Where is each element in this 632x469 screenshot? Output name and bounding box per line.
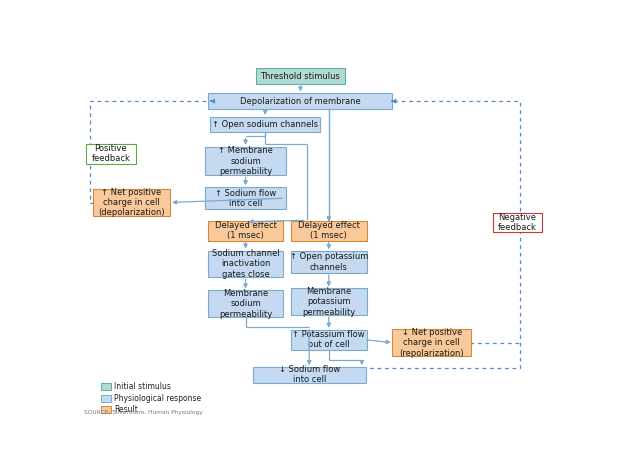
Text: SOURCE: Silverthorn, Human Physiology: SOURCE: Silverthorn, Human Physiology bbox=[84, 410, 203, 415]
FancyBboxPatch shape bbox=[209, 93, 392, 109]
Text: Membrane
sodium
permeability: Membrane sodium permeability bbox=[219, 289, 272, 318]
FancyBboxPatch shape bbox=[208, 290, 283, 317]
Text: Sodium channel
inactivation
gates close: Sodium channel inactivation gates close bbox=[212, 249, 279, 279]
FancyBboxPatch shape bbox=[291, 220, 367, 241]
FancyBboxPatch shape bbox=[492, 212, 542, 232]
Text: ↓ Sodium flow
into cell: ↓ Sodium flow into cell bbox=[279, 365, 340, 385]
Text: ↑ Open potassium
channels: ↑ Open potassium channels bbox=[289, 252, 368, 272]
Text: ↑ Net positive
charge in cell
(depolarization): ↑ Net positive charge in cell (depolariz… bbox=[98, 188, 165, 218]
FancyBboxPatch shape bbox=[291, 330, 367, 350]
Text: Result: Result bbox=[114, 405, 138, 414]
FancyBboxPatch shape bbox=[392, 329, 471, 356]
Text: ↑ Potassium flow
out of cell: ↑ Potassium flow out of cell bbox=[293, 330, 365, 349]
Text: ↑ Sodium flow
into cell: ↑ Sodium flow into cell bbox=[215, 189, 276, 208]
Text: ↑ Open sodium channels: ↑ Open sodium channels bbox=[212, 120, 318, 129]
FancyBboxPatch shape bbox=[86, 144, 136, 164]
FancyBboxPatch shape bbox=[101, 394, 111, 402]
FancyBboxPatch shape bbox=[208, 220, 283, 241]
Text: Negative
feedback: Negative feedback bbox=[498, 213, 537, 232]
FancyBboxPatch shape bbox=[205, 147, 286, 175]
FancyBboxPatch shape bbox=[205, 187, 286, 209]
FancyBboxPatch shape bbox=[253, 367, 366, 383]
Text: Threshold stimulus: Threshold stimulus bbox=[260, 72, 340, 81]
FancyBboxPatch shape bbox=[101, 383, 111, 390]
FancyBboxPatch shape bbox=[208, 250, 283, 277]
Text: Positive
feedback: Positive feedback bbox=[92, 144, 130, 164]
FancyBboxPatch shape bbox=[93, 189, 169, 216]
Text: ↓ Net positive
charge in cell
(repolarization): ↓ Net positive charge in cell (repolariz… bbox=[399, 328, 464, 357]
FancyBboxPatch shape bbox=[291, 288, 367, 315]
Text: Physiological response: Physiological response bbox=[114, 394, 201, 403]
Text: Initial stimulus: Initial stimulus bbox=[114, 382, 171, 391]
FancyBboxPatch shape bbox=[210, 117, 320, 132]
FancyBboxPatch shape bbox=[291, 251, 367, 273]
FancyBboxPatch shape bbox=[101, 406, 111, 414]
Text: ↑ Membrane
sodium
permeability: ↑ Membrane sodium permeability bbox=[218, 146, 273, 176]
Text: Delayed effect
(1 msec): Delayed effect (1 msec) bbox=[298, 221, 360, 241]
FancyBboxPatch shape bbox=[256, 68, 344, 84]
Text: Depolarization of membrane: Depolarization of membrane bbox=[240, 97, 361, 106]
Text: Membrane
potassium
permeability: Membrane potassium permeability bbox=[302, 287, 355, 317]
Text: Delayed effect
(1 msec): Delayed effect (1 msec) bbox=[215, 221, 276, 241]
